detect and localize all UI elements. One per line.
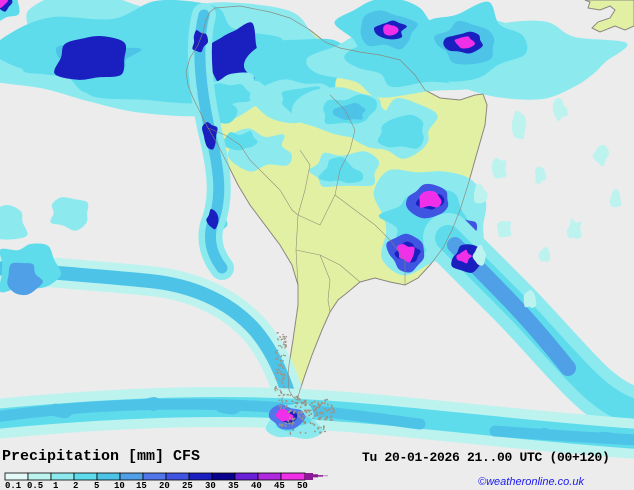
svg-text:0.1: 0.1 — [5, 481, 22, 490]
svg-text:2: 2 — [73, 481, 78, 490]
svg-text:25: 25 — [182, 481, 193, 490]
svg-text:35: 35 — [228, 481, 239, 490]
svg-text:10: 10 — [114, 481, 125, 490]
svg-text:20: 20 — [159, 481, 170, 490]
svg-text:50: 50 — [297, 481, 308, 490]
svg-text:40: 40 — [251, 481, 262, 490]
svg-text:15: 15 — [136, 481, 147, 490]
svg-text:45: 45 — [274, 481, 285, 490]
svg-text:0.5: 0.5 — [27, 481, 43, 490]
svg-text:5: 5 — [94, 481, 99, 490]
svg-text:1: 1 — [53, 481, 59, 490]
svg-text:30: 30 — [205, 481, 216, 490]
